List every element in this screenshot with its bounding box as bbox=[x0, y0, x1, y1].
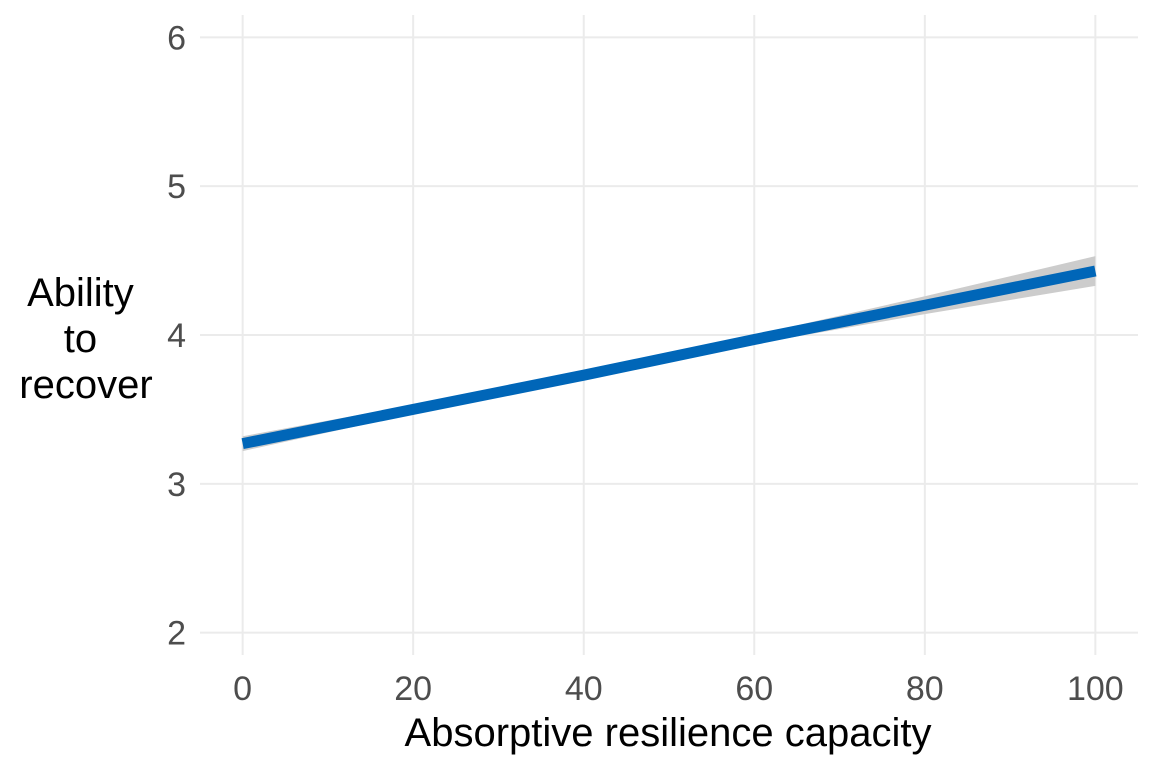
y-axis-title: Ability to recover bbox=[19, 271, 152, 407]
x-tick-label: 0 bbox=[233, 670, 252, 708]
x-tick-label: 20 bbox=[394, 670, 432, 708]
y-axis-title-line-2: to bbox=[64, 317, 97, 361]
series-lines bbox=[241, 265, 1097, 450]
x-tick-label: 40 bbox=[565, 670, 603, 708]
gridlines bbox=[200, 15, 1138, 655]
x-tick-label: 80 bbox=[906, 670, 944, 708]
x-axis-title: Absorptive resilience capacity bbox=[405, 711, 932, 755]
y-axis-title-line-3: recover bbox=[19, 363, 152, 407]
y-tick-label: 3 bbox=[167, 466, 186, 504]
x-axis-tick-labels: 0 20 40 60 80 100 bbox=[233, 670, 1124, 708]
y-axis-tick-labels: 2 3 4 5 6 bbox=[167, 19, 186, 652]
fitted-line bbox=[241, 265, 1097, 450]
y-tick-label: 5 bbox=[167, 168, 186, 206]
y-tick-label: 6 bbox=[167, 19, 186, 57]
y-tick-label: 4 bbox=[167, 317, 186, 355]
y-axis-title-line-1: Ability bbox=[27, 271, 134, 315]
y-tick-label: 2 bbox=[167, 615, 186, 653]
x-tick-label: 100 bbox=[1067, 670, 1124, 708]
x-tick-label: 60 bbox=[735, 670, 773, 708]
